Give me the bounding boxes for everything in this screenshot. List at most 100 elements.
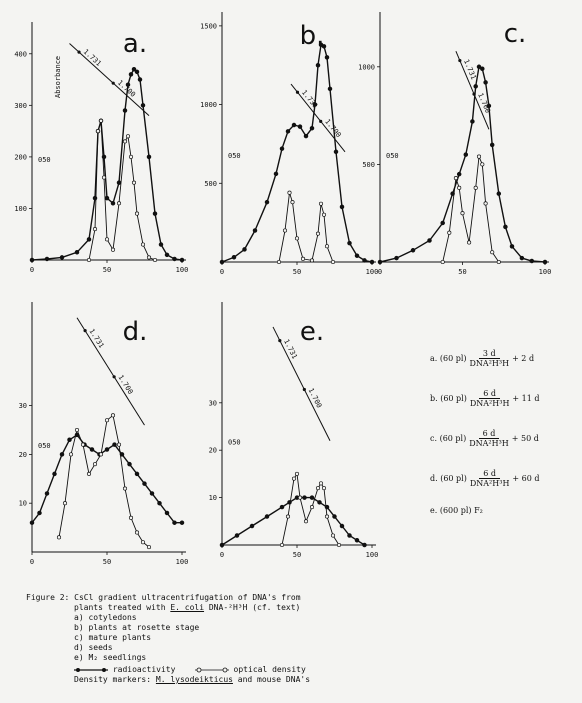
caption-organism: E. coli xyxy=(170,603,205,612)
panel-5-xtick-label: 0 xyxy=(220,551,224,559)
panel-1-optical-density-point xyxy=(128,154,134,159)
panel-1-radioactivity-point xyxy=(179,257,185,263)
y-axis-title: Absorbance xyxy=(54,56,62,98)
legend-a-fraction: 3 d DNA²H³H xyxy=(470,349,510,368)
legend-c-prefix: c. (60 pl) xyxy=(430,433,467,443)
panel-1-radioactivity-point xyxy=(134,69,140,75)
panel-4-radioactivity-point xyxy=(134,471,140,477)
panel-2-optical-density-point xyxy=(282,228,288,233)
panel-2-radioactivity-point xyxy=(303,133,309,139)
panel-4-radioactivity-point xyxy=(59,452,65,457)
panel-1-optical-density-point xyxy=(152,257,158,263)
legend-c-suffix: + 50 d xyxy=(511,433,539,443)
caption-key-od: optical density xyxy=(233,665,306,674)
panel-4-optical-density-point xyxy=(134,530,140,535)
panel-4-radioactivity-point xyxy=(104,447,110,452)
panel-4-optical-density-point xyxy=(110,413,116,418)
panel-3-optical-density-point xyxy=(460,211,465,216)
legend-b-den: DNA²H³H xyxy=(469,398,510,408)
panel-4-optical-density-point xyxy=(74,427,80,433)
panel-2-density-marker-dot xyxy=(319,119,323,123)
caption-item-a: a) cotyledons xyxy=(74,613,137,622)
panel-1-optical-density-point xyxy=(104,237,110,242)
caption-line2-post: DNA-²H³H (cf. text) xyxy=(204,603,301,612)
panel-1-optical-density-point xyxy=(131,180,137,185)
panel-2-radioactivity-point xyxy=(312,102,318,107)
caption-item-e: e) M₂ seedlings xyxy=(74,653,147,662)
panel-4-optical-density-point xyxy=(146,545,152,550)
caption-markers-pre: Density markers: xyxy=(74,675,156,684)
panel-3-radioactivity-point xyxy=(529,258,535,264)
legend-a-suffix: + 2 d xyxy=(512,353,535,363)
panel-5-ytick-label: 20 xyxy=(209,447,217,455)
panel-2-series-optical-density-line xyxy=(278,192,334,263)
caption-key: radioactivity optical density xyxy=(26,665,576,675)
panel-1-optical-density-point xyxy=(125,134,131,139)
panel-4-radioactivity-point xyxy=(142,481,147,486)
legend-row-e: e. (600 pl) F₂ xyxy=(430,498,580,522)
panel-4-radioactivity-point xyxy=(164,510,170,516)
panel-2-radioactivity-point xyxy=(264,199,270,205)
panel-2-radioactivity-point xyxy=(273,171,279,177)
panel-2-radioactivity-point xyxy=(219,259,225,265)
panel-3-radioactivity-point xyxy=(496,191,502,196)
panel-2-radioactivity-point xyxy=(231,255,237,260)
panel-1-xtick-label: 0 xyxy=(30,266,34,274)
caption-markers-organism: M. lysodeikticus xyxy=(155,675,233,684)
panel-2-optical-density-point xyxy=(321,212,327,217)
panel-1-radioactivity-point xyxy=(128,72,134,77)
panel-1-optical-density-point xyxy=(95,129,101,134)
panel-4-optical-density-point xyxy=(62,501,68,506)
panel-3-radioactivity-point xyxy=(483,80,488,85)
panel-4-series-optical-density-line xyxy=(58,414,150,548)
panel-3-optical-density-point xyxy=(476,154,482,159)
panel-1-density-marker-dot xyxy=(111,81,115,85)
panel-4-xtick-label: 50 xyxy=(103,558,111,566)
panel-2-optical-density-point xyxy=(287,190,292,195)
panel-4-optical-density-point xyxy=(128,515,134,520)
panel-2-optical-density-point xyxy=(315,231,321,236)
panel-5-xtick-label: 100 xyxy=(366,551,379,559)
panel-1-optical-density-point xyxy=(86,257,92,263)
panel-5-ytick-label: 10 xyxy=(209,494,217,502)
legend-d-fraction: 6 d DNA²H³H xyxy=(470,469,510,488)
panel-3-density-marker-dot xyxy=(458,58,462,63)
panel-4-optical-density-point xyxy=(92,462,98,467)
panel-4-density-marker-dot xyxy=(83,329,87,333)
legend-b-num: 6 d xyxy=(479,389,501,399)
panel-1-od-scale-label: 050 xyxy=(38,156,51,164)
panel-4-radioactivity-point xyxy=(127,461,132,467)
panel-1-radioactivity-point xyxy=(137,77,143,82)
panel-3-optical-density-point xyxy=(480,162,485,167)
legend-row-b: b. (60 pl) 6 d DNA²H³H + 11 d xyxy=(430,378,580,418)
panel-1-radioactivity-point xyxy=(158,242,164,247)
panel-3-xtick-label: 50 xyxy=(458,268,466,276)
legend-d-prefix: d. (60 pl) xyxy=(430,473,467,483)
panel-1-optical-density-point xyxy=(146,255,152,260)
panel-1-radioactivity-point xyxy=(59,255,65,260)
panel-4-optical-density-point xyxy=(104,418,110,423)
legend-d-suffix: + 60 d xyxy=(512,473,540,483)
panel-3-optical-density-point xyxy=(473,185,478,190)
legend-row-a: a. (60 pl) 3 d DNA²H³H + 2 d xyxy=(430,338,580,378)
panel-4-optical-density-point xyxy=(122,486,128,491)
caption-markers-post: and mouse DNA's xyxy=(232,675,311,684)
panel-2-od-scale-label: 050 xyxy=(228,152,241,160)
panel-1-series-optical-density-line xyxy=(88,120,156,261)
panel-4-radioactivity-point xyxy=(67,437,72,443)
legend-c-den: DNA²H³H xyxy=(469,438,509,448)
panel-2-optical-density-point xyxy=(294,236,300,241)
panel-1-optical-density-point xyxy=(122,139,128,144)
panel-5-optical-density-point xyxy=(324,514,330,519)
panel-2-xtick-label: 50 xyxy=(293,268,301,276)
panel-2-radioactivity-point xyxy=(347,240,352,246)
panel-3-xtick-label: 100 xyxy=(539,268,552,276)
panel-3-density-line xyxy=(455,50,490,130)
panel-3-optical-density-point xyxy=(496,259,501,265)
panel-5-optical-density-point xyxy=(303,519,309,524)
panel-2-radioactivity-point xyxy=(321,44,327,49)
panel-2-series-radioactivity-line xyxy=(221,43,373,263)
panel-5-optical-density-point xyxy=(309,505,315,510)
panel-2-optical-density-point xyxy=(324,244,330,249)
